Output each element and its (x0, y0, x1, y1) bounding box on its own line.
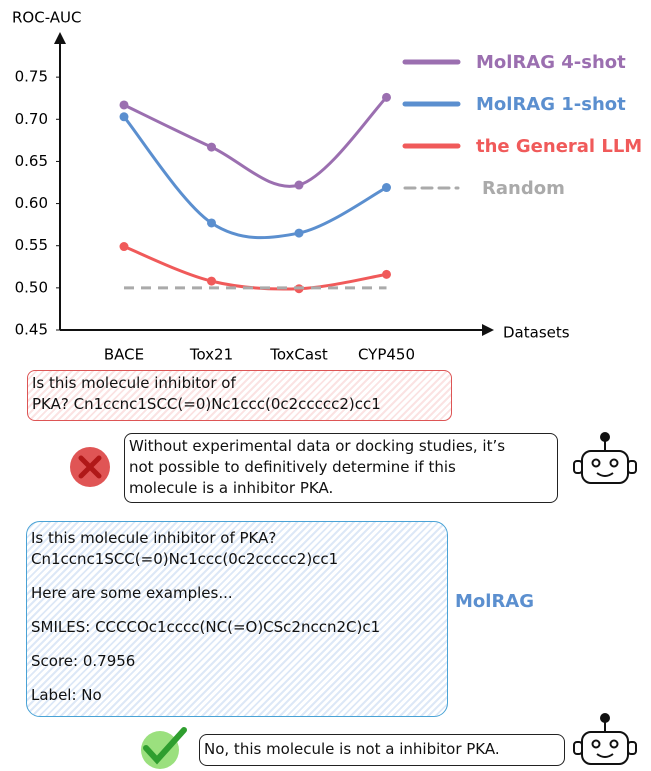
fail-cross (78, 455, 102, 479)
y-tick-label: 0.50 (15, 278, 48, 296)
point (382, 183, 391, 193)
point (294, 180, 304, 190)
general-query-box: Is this molecule inhibitor of PKA? Cn1cc… (27, 370, 452, 421)
x-tick-label: CYP450 (358, 346, 415, 364)
point (382, 269, 391, 279)
legend-label: the General LLM (476, 136, 642, 157)
query-line: Label: No (31, 686, 102, 704)
point (119, 242, 129, 252)
x-axis-label: Datasets (503, 324, 570, 342)
x-tick-label: ToxCast (269, 346, 328, 364)
general-answer-box: Without experimental data or docking stu… (124, 433, 558, 503)
molrag-query-box: Is this molecule inhibitor of PKA? Cn1cc… (26, 521, 448, 717)
answer-line: not possible to definitively determine i… (129, 458, 456, 476)
point (294, 228, 304, 238)
series-line (123, 96, 388, 188)
y-tick-label: 0.45 (15, 321, 48, 339)
query-line: SMILES: CCCCOc1cccc(NC(=O)CSc2nccn2C)c1 (31, 618, 381, 636)
legend-label: Random (482, 178, 565, 199)
legend-label: MolRAG 4-shot (476, 52, 626, 73)
query-line: Is this molecule inhibitor of (32, 374, 236, 392)
query-line: Here are some examples... (31, 584, 233, 602)
x-arrow (482, 324, 494, 336)
answer-line: Without experimental data or docking stu… (129, 437, 506, 455)
y-tick-label: 0.65 (15, 152, 48, 170)
ok-icon (141, 731, 179, 769)
query-line: Cn1ccnc1SCC(=0)Nc1ccc(0c2ccccc2)cc1 (31, 550, 339, 568)
y-arrow (54, 32, 66, 44)
molrag-answer-box: No, this molecule is not a inhibitor PKA… (199, 734, 565, 766)
molrag-tag: MolRAG (455, 591, 534, 612)
query-line: Score: 0.7956 (31, 652, 136, 670)
point (207, 218, 216, 228)
point (207, 276, 216, 286)
query-line: Is this molecule inhibitor of PKA? (31, 529, 277, 547)
point (207, 142, 216, 152)
legend-label: MolRAG 1-shot (476, 94, 626, 115)
y-axis-label: ROC-AUC (12, 9, 82, 27)
answer-line: No, this molecule is not a inhibitor PKA… (204, 740, 500, 758)
ok-check (143, 727, 187, 765)
x-tick-label: BACE (104, 346, 144, 364)
point (382, 92, 391, 102)
y-tick-label: 0.70 (15, 110, 48, 128)
query-line: PKA? Cn1ccnc1SCC(=0)Nc1ccc(0c2ccccc2)cc1 (32, 395, 381, 413)
robot-icon (573, 713, 637, 765)
point (119, 100, 129, 110)
answer-line: molecule is a inhibitor PKA. (129, 479, 334, 497)
point (119, 112, 129, 122)
y-tick-label: 0.60 (15, 194, 48, 212)
series-line (122, 115, 388, 240)
series-line (123, 245, 387, 291)
x-tick-label: Tox21 (189, 346, 233, 364)
y-tick-label: 0.75 (15, 68, 48, 86)
robot-icon (573, 432, 637, 484)
y-tick-label: 0.55 (15, 236, 48, 254)
